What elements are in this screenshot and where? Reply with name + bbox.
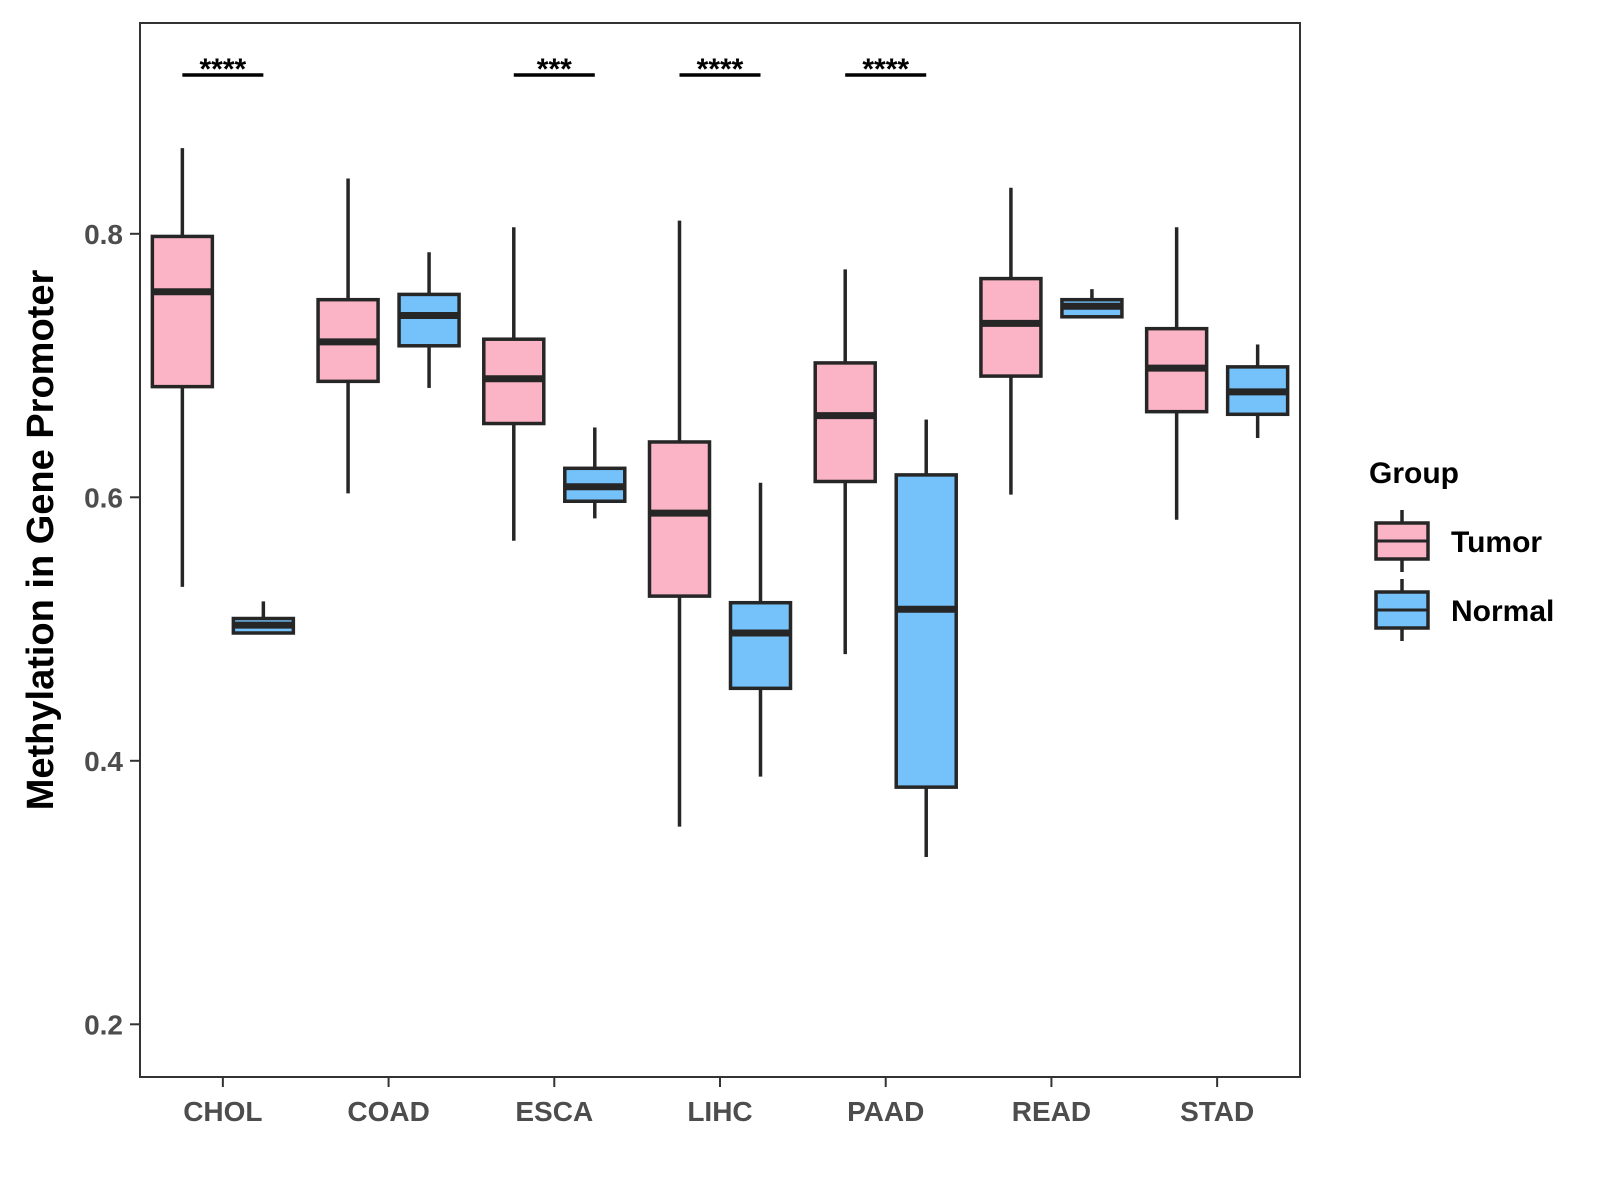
box-body-chol-tumor	[150, 234, 215, 389]
y-tick-label: 0.4	[84, 746, 123, 777]
box-read-normal	[1060, 289, 1124, 319]
box-lihc-normal	[728, 482, 793, 777]
box-lihc-tumor	[647, 220, 712, 827]
box-coad-normal	[397, 252, 461, 388]
y-tick-label: 0.6	[84, 482, 123, 513]
significance-label: ****	[862, 53, 909, 86]
box-paad-normal	[894, 419, 958, 857]
x-tick-label: CHOL	[183, 1096, 262, 1127]
legend: Group Tumor Normal	[1369, 457, 1554, 641]
x-tick-label: READ	[1012, 1096, 1091, 1127]
box-body-paad-tumor	[813, 361, 877, 484]
x-tick-label: COAD	[347, 1096, 429, 1127]
box-coad-tumor	[316, 178, 380, 494]
box-body-lihc-normal	[728, 600, 793, 691]
x-tick-label: STAD	[1180, 1096, 1254, 1127]
box-stad-tumor	[1144, 227, 1209, 520]
legend-label-tumor: Tumor	[1451, 526, 1542, 559]
box-read-tumor	[979, 187, 1043, 495]
y-axis-title: Methylation in Gene Promoter	[20, 270, 62, 811]
box-chol-normal	[231, 601, 296, 635]
legend-key-tumor	[1374, 510, 1430, 572]
box-stad-normal	[1225, 344, 1290, 439]
x-tick-label: LIHC	[687, 1096, 752, 1127]
significance-label: ****	[697, 53, 744, 86]
legend-label-normal: Normal	[1451, 595, 1554, 628]
axes-layer: 0.2 0.4 0.6 0.8 CHOL COAD ESCA LIHC PAAD READ STAD	[84, 22, 1301, 1127]
box-paad-tumor	[813, 269, 877, 655]
significance-label: ****	[200, 53, 247, 86]
x-tick-label: ESCA	[515, 1096, 593, 1127]
significance-label: ***	[537, 53, 572, 86]
significance-layer: **** *** **** ****	[182, 53, 927, 86]
legend-key-normal	[1374, 579, 1430, 641]
box-body-lihc-tumor	[647, 440, 712, 598]
x-tick-label: PAAD	[847, 1096, 924, 1127]
legend-title: Group	[1369, 457, 1459, 490]
y-tick-label: 0.2	[84, 1009, 123, 1040]
box-esca-normal	[563, 427, 627, 519]
box-esca-tumor	[482, 227, 546, 541]
y-tick-label: 0.8	[84, 219, 123, 250]
box-body-read-tumor	[979, 276, 1043, 378]
box-body-paad-normal	[894, 473, 958, 789]
box-chol-tumor	[150, 148, 215, 587]
marks-layer	[150, 148, 1290, 857]
box-body-coad-normal	[397, 292, 461, 348]
